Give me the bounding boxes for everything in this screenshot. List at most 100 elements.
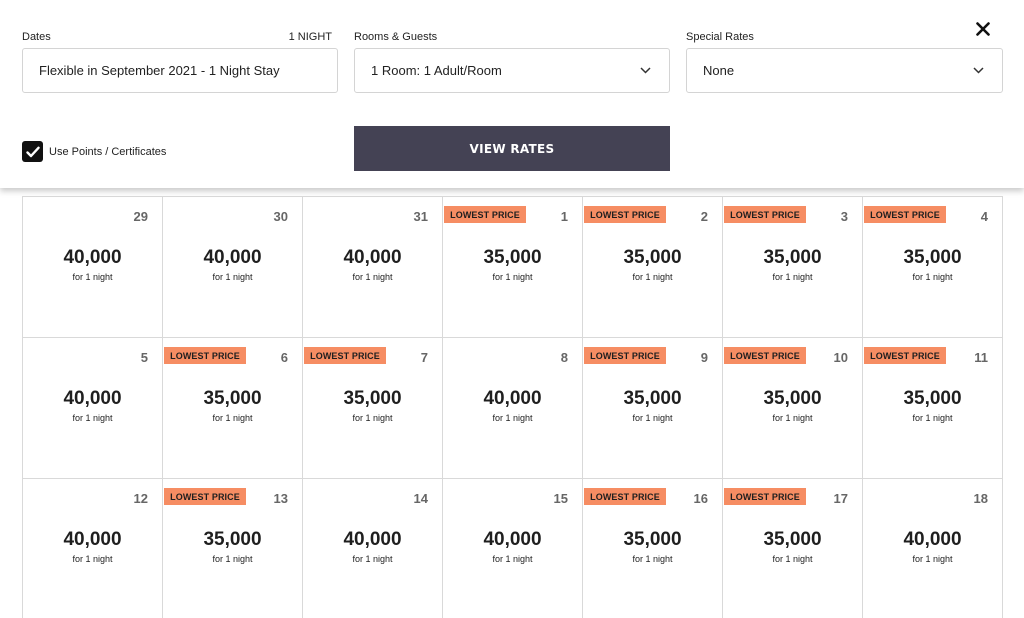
day-number: 6 <box>280 350 288 365</box>
calendar-day[interactable]: LOWEST PRICE 16 35,000 for 1 night <box>583 479 723 618</box>
stay-length-note: for 1 night <box>352 413 393 423</box>
checkmark-icon <box>25 146 40 157</box>
points-price: 35,000 <box>623 388 682 409</box>
use-points-checkbox[interactable] <box>22 141 43 162</box>
calendar-day[interactable]: 14 40,000 for 1 night <box>303 479 443 618</box>
lowest-price-badge: LOWEST PRICE <box>864 206 946 223</box>
night-count: 1 NIGHT <box>288 31 332 43</box>
day-number: 4 <box>980 209 988 224</box>
dates-value: Flexible in September 2021 - 1 Night Sta… <box>39 63 280 78</box>
rooms-select[interactable]: 1 Room: 1 Adult/Room <box>354 48 670 93</box>
stay-length-note: for 1 night <box>632 554 673 564</box>
lowest-price-badge: LOWEST PRICE <box>584 206 666 223</box>
lowest-price-badge: LOWEST PRICE <box>584 488 666 505</box>
dates-label: Dates <box>22 31 51 43</box>
points-price: 35,000 <box>623 529 682 550</box>
calendar-day[interactable]: 12 40,000 for 1 night <box>23 479 163 618</box>
chevron-down-icon <box>640 49 651 92</box>
day-number: 10 <box>833 350 848 365</box>
calendar-day[interactable]: 31 40,000 for 1 night <box>303 197 443 338</box>
lowest-price-badge: LOWEST PRICE <box>164 488 246 505</box>
points-price: 35,000 <box>763 388 822 409</box>
calendar-day[interactable]: 30 40,000 for 1 night <box>163 197 303 338</box>
lowest-price-badge: LOWEST PRICE <box>444 206 526 223</box>
stay-length-note: for 1 night <box>632 272 673 282</box>
day-number: 9 <box>700 350 708 365</box>
points-price: 35,000 <box>203 529 262 550</box>
rooms-value: 1 Room: 1 Adult/Room <box>371 63 502 78</box>
stay-length-note: for 1 night <box>72 413 113 423</box>
day-number: 7 <box>420 350 428 365</box>
stay-length-note: for 1 night <box>912 272 953 282</box>
calendar-day[interactable]: 8 40,000 for 1 night <box>443 338 583 479</box>
lowest-price-badge: LOWEST PRICE <box>724 206 806 223</box>
day-number: 8 <box>560 350 568 365</box>
day-number: 2 <box>700 209 708 224</box>
calendar-day[interactable]: LOWEST PRICE 3 35,000 for 1 night <box>723 197 863 338</box>
calendar-day[interactable]: 5 40,000 for 1 night <box>23 338 163 479</box>
points-price: 35,000 <box>763 529 822 550</box>
stay-length-note: for 1 night <box>212 413 253 423</box>
calendar-day[interactable]: LOWEST PRICE 7 35,000 for 1 night <box>303 338 443 479</box>
stay-length-note: for 1 night <box>212 554 253 564</box>
stay-length-note: for 1 night <box>912 413 953 423</box>
points-price: 40,000 <box>343 247 402 268</box>
lowest-price-badge: LOWEST PRICE <box>584 347 666 364</box>
close-icon <box>976 22 990 36</box>
calendar-day[interactable]: LOWEST PRICE 4 35,000 for 1 night <box>863 197 1003 338</box>
points-price: 40,000 <box>63 388 122 409</box>
calendar-day[interactable]: LOWEST PRICE 13 35,000 for 1 night <box>163 479 303 618</box>
use-points-label: Use Points / Certificates <box>49 145 167 158</box>
points-price: 35,000 <box>343 388 402 409</box>
calendar-day[interactable]: 18 40,000 for 1 night <box>863 479 1003 618</box>
stay-length-note: for 1 night <box>72 272 113 282</box>
calendar-day[interactable]: LOWEST PRICE 9 35,000 for 1 night <box>583 338 723 479</box>
points-price: 35,000 <box>763 247 822 268</box>
calendar-day[interactable]: LOWEST PRICE 1 35,000 for 1 night <box>443 197 583 338</box>
special-rates-value: None <box>703 63 735 78</box>
rate-calendar: 29 40,000 for 1 night 30 40,000 for 1 night 31… <box>22 196 1003 618</box>
calendar-day[interactable]: LOWEST PRICE 6 35,000 for 1 night <box>163 338 303 479</box>
points-price: 40,000 <box>203 247 262 268</box>
special-rates-select[interactable]: None <box>686 48 1003 93</box>
stay-length-note: for 1 night <box>492 272 533 282</box>
stay-length-note: for 1 night <box>72 554 113 564</box>
calendar-day[interactable]: LOWEST PRICE 17 35,000 for 1 night <box>723 479 863 618</box>
lowest-price-badge: LOWEST PRICE <box>724 347 806 364</box>
stay-length-note: for 1 night <box>492 554 533 564</box>
view-rates-button[interactable]: VIEW RATES <box>354 126 670 171</box>
stay-length-note: for 1 night <box>912 554 953 564</box>
day-number: 16 <box>693 491 708 506</box>
day-number: 11 <box>974 350 988 365</box>
stay-length-note: for 1 night <box>632 413 673 423</box>
calendar-day[interactable]: 29 40,000 for 1 night <box>23 197 163 338</box>
close-button[interactable] <box>972 18 994 40</box>
stay-length-note: for 1 night <box>352 554 393 564</box>
rooms-label: Rooms & Guests <box>354 31 438 43</box>
day-number: 12 <box>133 491 148 506</box>
chevron-down-icon <box>973 49 984 92</box>
points-price: 40,000 <box>343 529 402 550</box>
lowest-price-badge: LOWEST PRICE <box>864 347 946 364</box>
day-number: 29 <box>133 209 148 224</box>
points-price: 35,000 <box>203 388 262 409</box>
calendar-day[interactable]: LOWEST PRICE 10 35,000 for 1 night <box>723 338 863 479</box>
day-number: 1 <box>560 209 568 224</box>
special-rates-label: Special Rates <box>686 31 754 43</box>
dates-field[interactable]: Flexible in September 2021 - 1 Night Sta… <box>22 48 338 93</box>
day-number: 3 <box>840 209 848 224</box>
day-number: 30 <box>273 209 288 224</box>
calendar-day[interactable]: LOWEST PRICE 11 35,000 for 1 night <box>863 338 1003 479</box>
calendar-day[interactable]: LOWEST PRICE 2 35,000 for 1 night <box>583 197 723 338</box>
stay-length-note: for 1 night <box>352 272 393 282</box>
points-price: 40,000 <box>63 247 122 268</box>
points-price: 40,000 <box>903 529 962 550</box>
points-price: 40,000 <box>483 388 542 409</box>
lowest-price-badge: LOWEST PRICE <box>164 347 246 364</box>
stay-length-note: for 1 night <box>772 554 813 564</box>
day-number: 5 <box>140 350 148 365</box>
points-price: 40,000 <box>483 529 542 550</box>
calendar-day[interactable]: 15 40,000 for 1 night <box>443 479 583 618</box>
stay-length-note: for 1 night <box>772 272 813 282</box>
day-number: 18 <box>973 491 988 506</box>
